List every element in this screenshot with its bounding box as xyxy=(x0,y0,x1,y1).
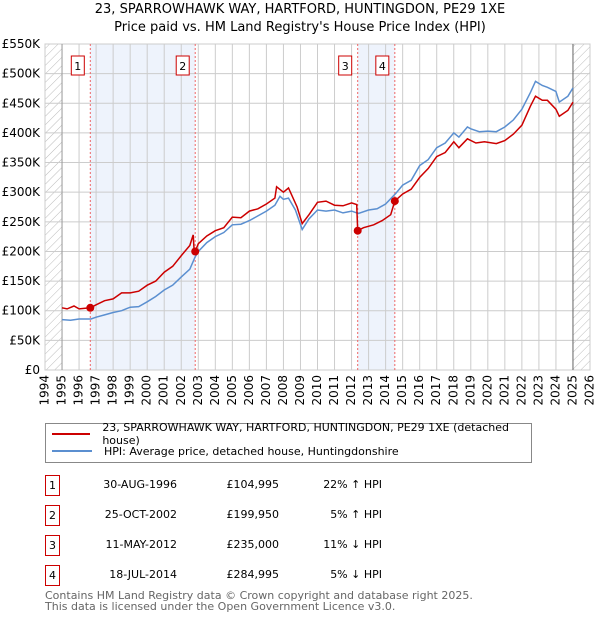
x-tick-label: 2012 xyxy=(344,375,358,406)
x-tick-label: 1996 xyxy=(72,375,86,406)
sale-label: 1 xyxy=(74,60,81,73)
x-tick-label: 2026 xyxy=(583,375,597,406)
sale-point xyxy=(86,303,95,312)
transaction-number: 2 xyxy=(45,505,60,526)
footer-licence: This data is licensed under the Open Gov… xyxy=(45,600,396,613)
transaction-price: £199,950 xyxy=(226,508,280,521)
legend-label: 23, SPARROWHAWK WAY, HARTFORD, HUNTINGDO… xyxy=(102,421,509,447)
transaction-hpi: 5% ↓ HPI xyxy=(330,568,382,581)
y-tick-label: £350K xyxy=(2,156,42,170)
hatched-region-after xyxy=(572,44,590,370)
x-tick-label: 2008 xyxy=(276,375,290,406)
x-tick-label: 2007 xyxy=(259,375,273,406)
x-tick-label: 2010 xyxy=(310,375,324,406)
series-line-price_paid xyxy=(61,95,574,310)
x-tick-label: 1994 xyxy=(38,375,52,406)
transaction-date: 18-JUL-2014 xyxy=(109,568,177,581)
transaction-date: 30-AUG-1996 xyxy=(103,478,177,491)
x-tick-label: 2020 xyxy=(480,375,494,406)
x-tick-label: 1995 xyxy=(55,375,69,406)
y-tick-label: £450K xyxy=(2,96,42,110)
legend-item-price-paid: 23, SPARROWHAWK WAY, HARTFORD, HUNTINGDO… xyxy=(46,421,531,447)
y-tick-label: £300K xyxy=(2,185,42,199)
legend-label: HPI: Average price, detached house, Hunt… xyxy=(104,444,399,458)
x-tick-label: 2013 xyxy=(361,375,375,406)
transaction-price: £104,995 xyxy=(226,478,280,491)
sale-label-box xyxy=(375,55,390,76)
transaction-price: £235,000 xyxy=(226,538,280,551)
y-tick-label: £500K xyxy=(2,67,42,81)
transaction-number: 4 xyxy=(45,565,60,586)
x-tick-label: 2003 xyxy=(191,375,205,406)
x-tick-label: 1999 xyxy=(123,375,137,406)
chart-subtitle: Price paid vs. HM Land Registry's House … xyxy=(114,20,486,35)
y-tick-label: £50K xyxy=(9,333,41,347)
legend-item-hpi: HPI: Average price, detached house, Hunt… xyxy=(46,443,399,459)
sale-point xyxy=(191,247,200,256)
transaction-number: 3 xyxy=(45,535,60,556)
x-tick-label: 2002 xyxy=(174,375,188,406)
transaction-date: 11-MAY-2012 xyxy=(105,538,177,551)
transaction-hpi: 22% ↑ HPI xyxy=(323,478,382,491)
red-line-swatch xyxy=(52,433,91,435)
x-tick-label: 2004 xyxy=(208,375,222,406)
x-tick-label: 2021 xyxy=(497,375,511,406)
x-tick-label: 2015 xyxy=(395,375,409,406)
transaction-number: 1 xyxy=(45,475,60,496)
x-tick-label: 1997 xyxy=(89,375,103,406)
y-tick-label: £550K xyxy=(2,37,42,51)
x-tick-label: 2018 xyxy=(446,375,460,406)
transaction-price: £284,995 xyxy=(226,568,280,581)
y-tick-label: £0 xyxy=(25,363,40,377)
x-tick-label: 2025 xyxy=(565,375,579,406)
shaded-period xyxy=(357,44,395,370)
x-tick-label: 2019 xyxy=(463,375,477,406)
transaction-row: 3 11-MAY-2012 £235,000 11% ↓ HPI xyxy=(45,535,545,557)
y-tick-label: £250K xyxy=(2,215,42,229)
sale-label: 4 xyxy=(379,60,386,73)
sale-point xyxy=(353,226,362,235)
sale-point xyxy=(390,197,399,206)
blue-line-swatch xyxy=(52,450,92,452)
x-tick-label: 2023 xyxy=(531,375,545,406)
x-tick-label: 2014 xyxy=(378,375,392,406)
y-tick-label: £150K xyxy=(2,274,42,288)
x-tick-label: 2009 xyxy=(293,375,307,406)
x-tick-label: 2005 xyxy=(225,375,239,406)
y-tick-label: £200K xyxy=(2,244,42,258)
transaction-hpi: 5% ↑ HPI xyxy=(330,508,382,521)
x-tick-label: 1998 xyxy=(106,375,120,406)
y-tick-label: £400K xyxy=(2,126,42,140)
x-tick-label: 2022 xyxy=(514,375,528,406)
x-tick-label: 2011 xyxy=(327,375,341,406)
y-tick-label: £100K xyxy=(2,304,42,318)
sale-label-box xyxy=(175,55,190,76)
transaction-hpi: 11% ↓ HPI xyxy=(323,538,382,551)
x-tick-label: 2024 xyxy=(548,375,562,406)
chart-title: 23, SPARROWHAWK WAY, HARTFORD, HUNTINGDO… xyxy=(94,2,506,17)
x-tick-label: 2001 xyxy=(157,375,171,406)
transaction-row: 2 25-OCT-2002 £199,950 5% ↑ HPI xyxy=(45,505,545,527)
x-tick-label: 2000 xyxy=(140,375,154,406)
x-tick-label: 2016 xyxy=(412,375,426,406)
transaction-row: 1 30-AUG-1996 £104,995 22% ↑ HPI xyxy=(45,475,545,497)
x-tick-label: 2006 xyxy=(242,375,256,406)
series-line-hpi xyxy=(61,80,574,321)
shaded-period xyxy=(90,44,196,370)
transaction-row: 4 18-JUL-2014 £284,995 5% ↓ HPI xyxy=(45,565,545,587)
footer-copyright: Contains HM Land Registry data © Crown c… xyxy=(45,589,473,602)
sale-label-box xyxy=(70,55,85,76)
sale-label: 2 xyxy=(179,60,186,73)
price-chart: 1994 1995 1996 1997 1998 1999 2000 2001 2002 2003… xyxy=(2,37,597,406)
x-tick-label: 2017 xyxy=(429,375,443,406)
sale-label-box xyxy=(338,55,353,76)
hatched-region-before xyxy=(45,44,63,370)
legend: 23, SPARROWHAWK WAY, HARTFORD, HUNTINGDO… xyxy=(45,421,532,463)
transaction-date: 25-OCT-2002 xyxy=(104,508,177,521)
sale-label: 3 xyxy=(342,60,349,73)
